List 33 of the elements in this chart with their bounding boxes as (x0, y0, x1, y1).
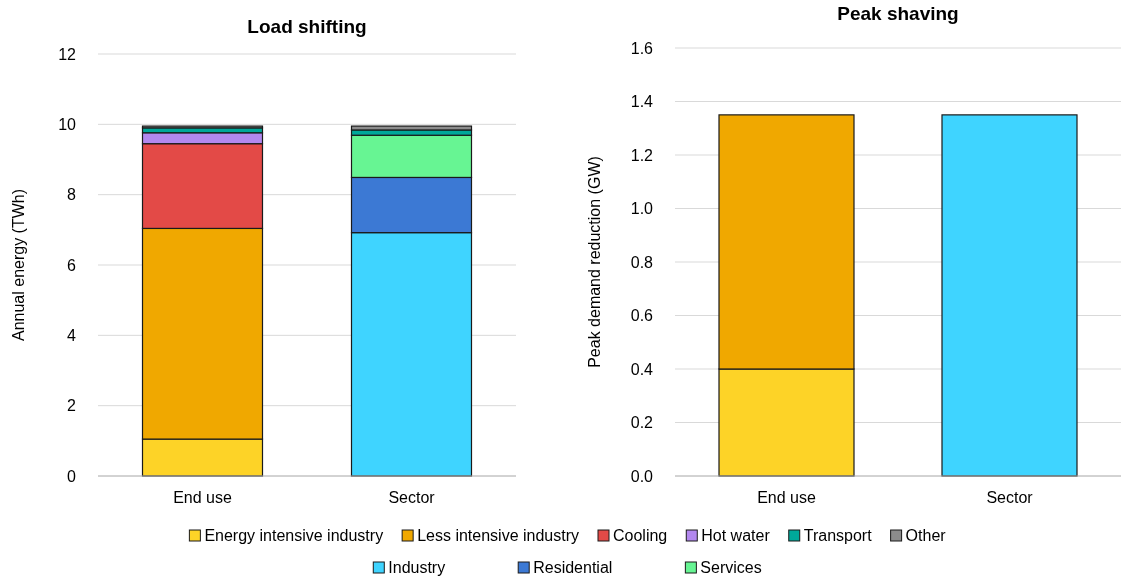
y-tick-label: 0 (67, 467, 77, 485)
legend-label: Industry (388, 559, 446, 576)
x-tick-label: Sector (986, 489, 1034, 507)
legend-label: Residential (533, 559, 613, 576)
y-tick-label: 8 (67, 186, 77, 204)
y-tick-label: 1.6 (630, 39, 654, 57)
legend-label: Energy intensive industry (204, 527, 384, 544)
legend-label: Transport (803, 527, 873, 544)
y-tick-label: 1.2 (630, 146, 654, 164)
y-tick-label: 0.4 (630, 360, 654, 378)
chart-title: Peak shaving (837, 3, 959, 24)
legend-label: Other (905, 527, 947, 544)
x-tick-label: End use (173, 489, 232, 507)
x-tick-label: Sector (388, 489, 436, 507)
chart-title: Load shifting (247, 16, 367, 37)
y-tick-label: 1.0 (630, 200, 654, 218)
y-tick-label: 2 (67, 397, 77, 415)
x-tick-label: End use (757, 489, 816, 507)
legend-label: Less intensive industry (417, 527, 579, 544)
y-axis-title: Annual energy (TWh) (10, 188, 27, 342)
legend-label: Cooling (613, 527, 668, 544)
y-tick-label: 10 (58, 115, 77, 133)
y-tick-label: 0.2 (630, 414, 654, 432)
y-tick-label: 12 (58, 45, 77, 63)
y-tick-label: 0.0 (630, 467, 654, 485)
y-tick-label: 1.4 (630, 93, 654, 111)
y-tick-label: 0.6 (630, 307, 654, 325)
y-tick-label: 0.8 (630, 253, 654, 271)
y-axis-title: Peak demand reduction (GW) (586, 156, 603, 368)
y-tick-label: 6 (67, 256, 77, 274)
y-tick-label: 4 (67, 326, 77, 344)
legend-label: Services (700, 559, 762, 576)
legend-label: Hot water (701, 527, 771, 544)
